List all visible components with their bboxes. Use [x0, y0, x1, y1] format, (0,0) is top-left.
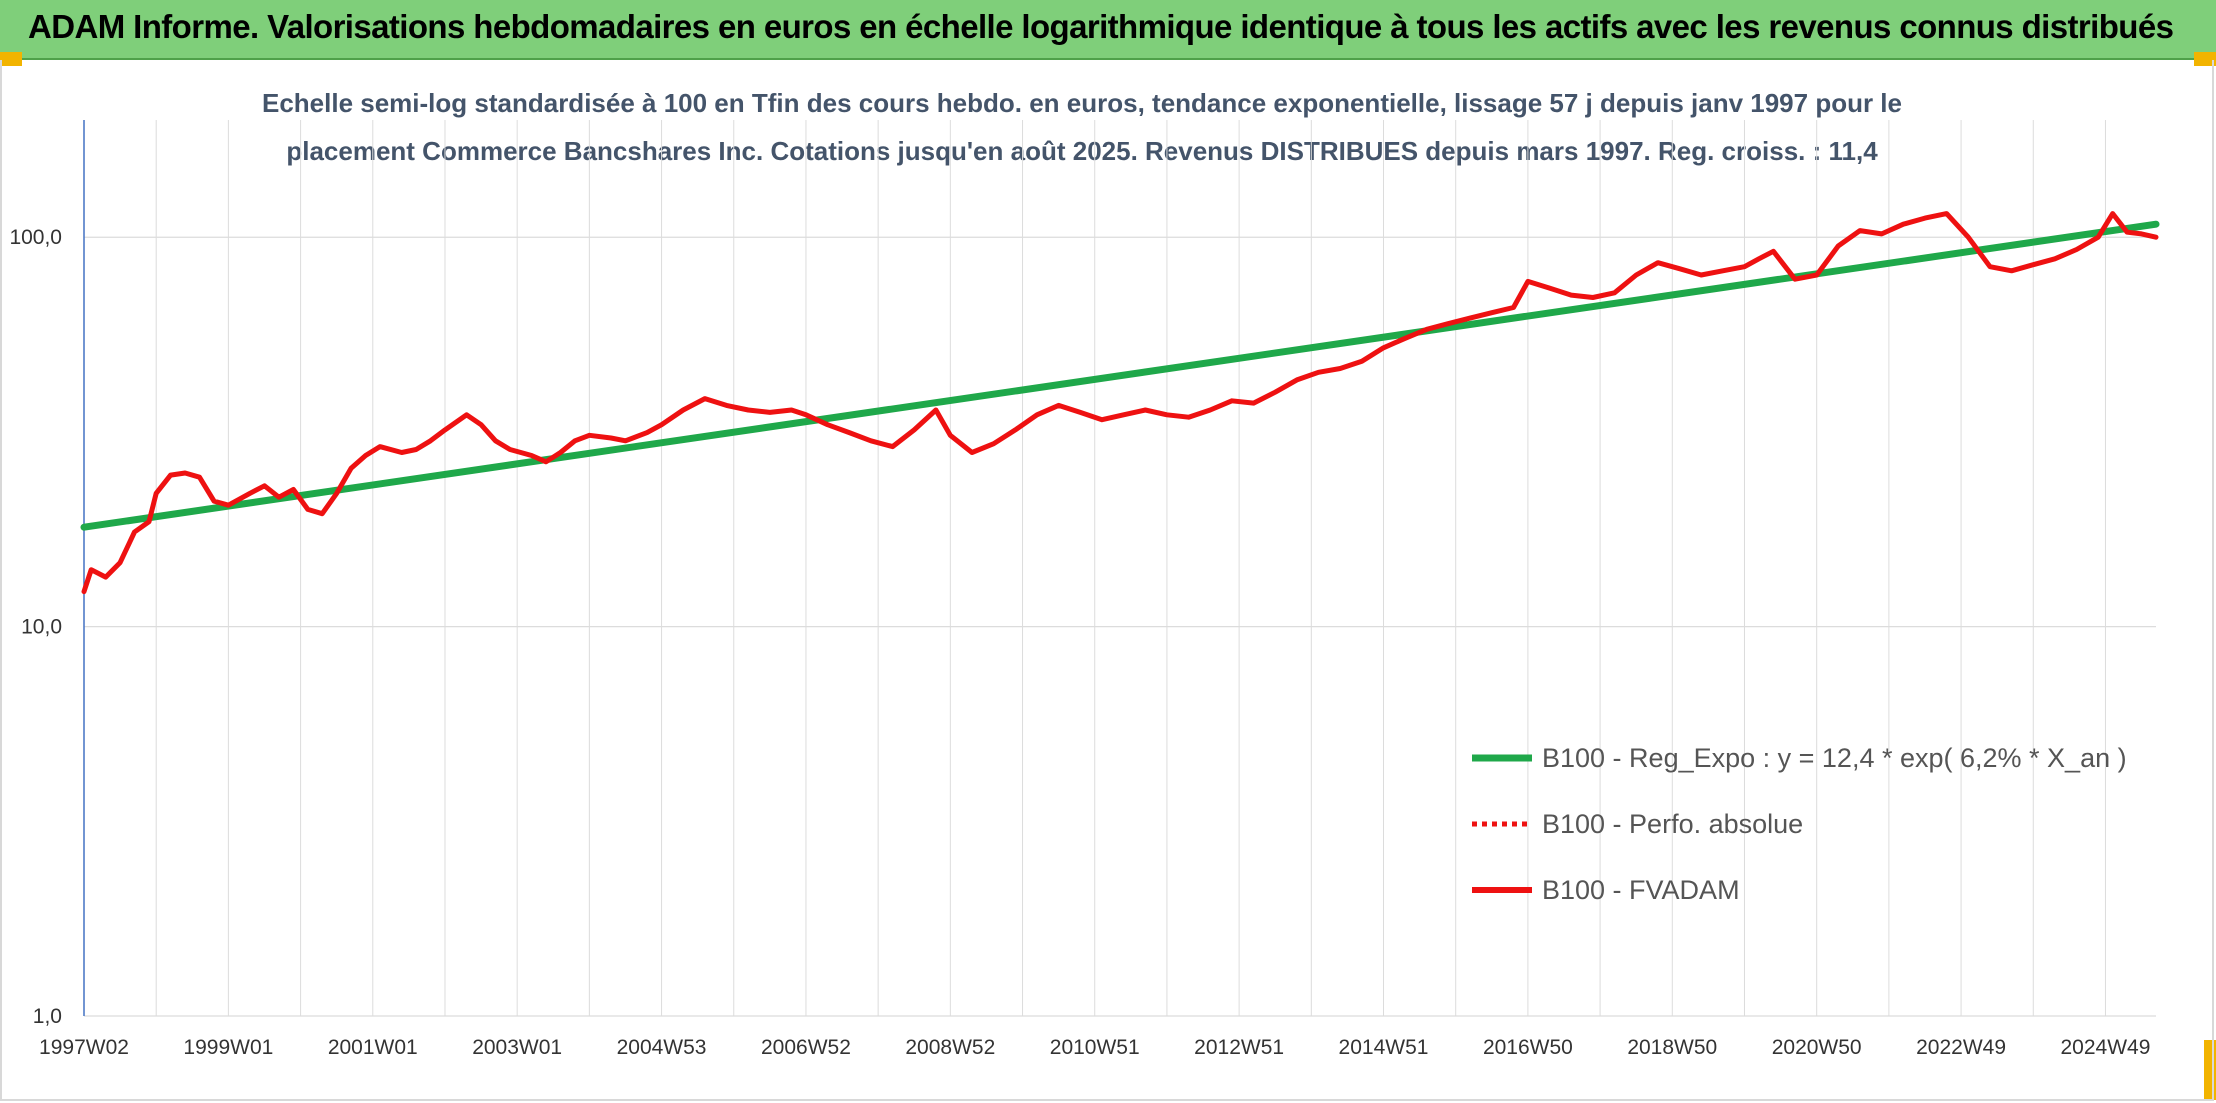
y-tick-label: 1,0: [33, 1005, 62, 1028]
chart-frame: Echelle semi-log standardisée à 100 en T…: [0, 60, 2214, 1101]
x-tick-label: 2006W52: [761, 1036, 851, 1059]
x-tick-label: 1997W02: [39, 1036, 129, 1059]
x-tick-label: 2004W53: [617, 1036, 707, 1059]
corner-marker-left: [0, 52, 22, 66]
header-banner: ADAM Informe. Valorisations hebdomadaire…: [0, 0, 2216, 60]
x-tick-label: 2014W51: [1339, 1036, 1429, 1059]
y-tick-label: 100,0: [9, 226, 62, 249]
x-tick-label: 2024W49: [2061, 1036, 2151, 1059]
chart-subtitle-line-2: placement Commerce Bancshares Inc. Cotat…: [286, 136, 1878, 166]
series: [80, 211, 2160, 595]
legend-label: B100 - Perfo. absolue: [1542, 809, 1803, 839]
page-title: ADAM Informe. Valorisations hebdomadaire…: [28, 8, 2174, 45]
x-tick-label: 2008W52: [905, 1036, 995, 1059]
x-tick-label: 2012W51: [1194, 1036, 1284, 1059]
grid: [84, 120, 2156, 1017]
x-tick-label: 2016W50: [1483, 1036, 1573, 1059]
x-tick-label: 2022W49: [1916, 1036, 2006, 1059]
chart: Echelle semi-log standardisée à 100 en T…: [9, 88, 2160, 1059]
price-series-line: [81, 211, 2159, 595]
x-tick-label: 2003W01: [472, 1036, 562, 1059]
axes: 1,0 10,0 100,0 1997W02 1999W01 2001W01 2003W01…: [9, 120, 2150, 1059]
legend-label: B100 - FVADAM: [1542, 875, 1740, 905]
trend-line: [80, 220, 2160, 531]
chart-subtitle-line-1: Echelle semi-log standardisée à 100 en T…: [262, 88, 1902, 118]
x-tick-label: 2010W51: [1050, 1036, 1140, 1059]
x-tick-label: 2018W50: [1627, 1036, 1717, 1059]
x-tick-label: 2020W50: [1772, 1036, 1862, 1059]
corner-marker-right: [2194, 52, 2216, 66]
x-tick-label: 2001W01: [328, 1036, 418, 1059]
y-tick-label: 10,0: [21, 616, 62, 639]
x-tick-label: 1999W01: [183, 1036, 273, 1059]
legend: B100 - Reg_Expo : y = 12,4 * exp( 6,2% *…: [1472, 743, 2127, 905]
legend-label: B100 - Reg_Expo : y = 12,4 * exp( 6,2% *…: [1542, 743, 2127, 773]
